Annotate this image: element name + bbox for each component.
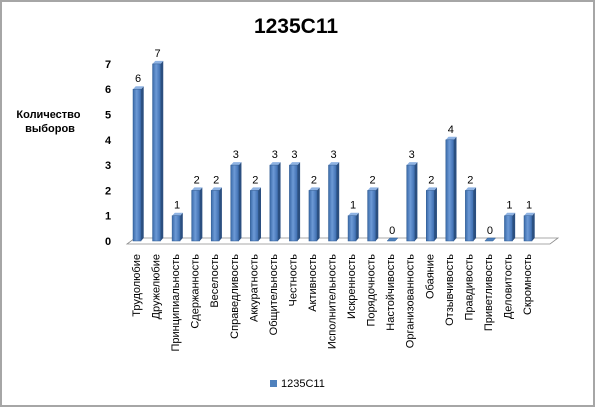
y-tick-label: 6: [105, 84, 111, 96]
bar: [230, 162, 242, 242]
data-label: 3: [233, 149, 239, 161]
bar: [523, 212, 535, 242]
x-tick-label: Трудолюбие: [131, 254, 143, 317]
x-tick-label: Честность: [287, 254, 299, 307]
bar: [171, 212, 183, 242]
data-label: 3: [409, 149, 415, 161]
x-tick-label: Скромность: [522, 254, 534, 315]
legend-label: 1235С11: [281, 378, 325, 390]
bar: [289, 162, 301, 242]
x-tick-label: Искренность: [346, 254, 358, 319]
bar: [406, 162, 418, 242]
bar: [386, 237, 399, 242]
data-label: 3: [291, 149, 297, 161]
bar: [269, 162, 281, 242]
bar: [132, 86, 144, 242]
x-tick-label: Приветливость: [483, 254, 495, 331]
bars: [132, 60, 535, 242]
x-tick-labels: Трудолюбие Дружелюбие Принципиальность Сдер…: [131, 254, 534, 352]
y-tick-label: 7: [105, 59, 111, 71]
bar: [426, 187, 437, 242]
x-tick-label: Справедливость: [229, 254, 241, 339]
y-tick-label: 2: [105, 185, 111, 197]
y-tick-label: 5: [105, 110, 111, 122]
data-label: 2: [194, 174, 200, 186]
data-label: 0: [389, 225, 395, 237]
data-label: 2: [252, 174, 258, 186]
bar: [152, 60, 164, 242]
data-label: 2: [213, 174, 219, 186]
x-tick-label: Настойчивость: [385, 254, 397, 331]
data-label: 7: [154, 48, 160, 60]
y-tick-label: 1: [105, 211, 111, 223]
data-label: 3: [330, 149, 336, 161]
y-tick-label: 4: [105, 135, 112, 147]
data-label: 2: [467, 174, 473, 186]
data-label: 1: [526, 200, 532, 212]
y-ticks: 0 1 2 3 4 5 6 7: [105, 59, 112, 248]
x-tick-label: Активность: [307, 254, 319, 312]
x-tick-label: Исполнительность: [327, 254, 339, 349]
bar: [347, 212, 359, 242]
x-tick-label: Аккуратность: [248, 254, 260, 322]
bar: [484, 237, 497, 242]
data-label: 1: [506, 200, 512, 212]
data-label: 0: [487, 225, 493, 237]
legend: 1235С11: [270, 378, 325, 390]
data-label: 4: [448, 124, 454, 136]
x-tick-label: Сдержанность: [190, 254, 202, 329]
data-label: 2: [370, 174, 376, 186]
bar: [465, 187, 477, 242]
data-label: 1: [350, 200, 356, 212]
data-labels: 6 7 1 2 2 3 2 3 3 2 3 1 2 0 3 2 4 2 0 1 1: [135, 48, 532, 237]
x-tick-label: Обаяние: [424, 254, 436, 299]
chart-title: 1235С11: [254, 15, 338, 38]
x-tick-label: Правдивость: [463, 254, 475, 321]
data-label: 6: [135, 73, 141, 85]
bar: [191, 187, 203, 242]
data-label: 2: [428, 174, 434, 186]
y-tick-label: 0: [105, 236, 111, 248]
bar: [367, 187, 379, 242]
data-label: 3: [272, 149, 278, 161]
data-label: 2: [311, 174, 317, 186]
y-axis-label: Количество выборов: [16, 109, 83, 135]
x-tick-label: Порядочность: [366, 254, 378, 327]
x-tick-label: Общительность: [268, 254, 280, 336]
x-tick-label: Организованность: [405, 254, 417, 348]
x-tick-label: Дружелюбие: [151, 254, 163, 319]
bar: [210, 187, 222, 242]
legend-swatch: [270, 380, 277, 387]
bar: [328, 162, 340, 242]
data-label: 1: [174, 200, 180, 212]
x-tick-label: Деловитость: [502, 254, 514, 319]
bar: [445, 136, 457, 242]
bar: [504, 212, 516, 242]
x-tick-label: Отзывчивость: [444, 254, 456, 326]
bar: [308, 187, 320, 242]
x-tick-label: Веселость: [209, 254, 221, 308]
x-tick-label: Принципиальность: [170, 254, 182, 352]
bar: [250, 187, 261, 242]
y-tick-label: 3: [105, 160, 111, 172]
